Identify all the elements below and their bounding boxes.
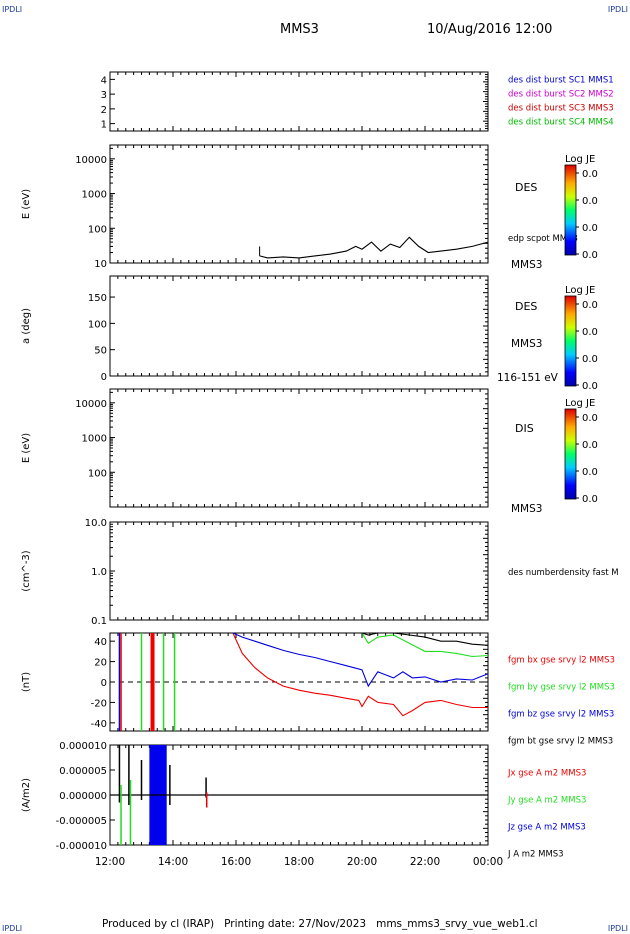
xaxis-tick-label: 16:00 xyxy=(221,856,251,868)
panel-des-pitch-ytick-label: 150 xyxy=(88,293,107,304)
panel-fgm-ytick-label: 0 xyxy=(101,678,107,689)
panel-des-energy-frame xyxy=(109,144,489,264)
panel-density-frame xyxy=(109,521,489,621)
panel-current-ylabel: (A/m2) xyxy=(21,778,32,812)
panel-current-ytick-label: 0.000005 xyxy=(59,766,107,777)
xaxis-tick-label: 18:00 xyxy=(284,856,314,868)
panel-des-pitch-colorbar-title: Log JE xyxy=(565,285,595,296)
xaxis-tick-label: 00:00 xyxy=(473,856,503,868)
panel-dis-energy-colorbar-tick-label: 0.0 xyxy=(582,413,598,424)
panel-dis-energy-ytick-label: 1000 xyxy=(82,434,107,445)
panel-burst-ytick-label: 2 xyxy=(101,105,107,116)
panel-des-energy-label-main: DES xyxy=(515,181,537,194)
panel-burst-frame xyxy=(109,71,489,132)
panel-burst-legend-entry: des dist burst SC4 MMS4 xyxy=(508,117,614,127)
panel-dis-energy-label-sub: MMS3 xyxy=(511,503,542,515)
panel-density-ytick-label: 1.0 xyxy=(91,567,107,578)
panel-des-energy-ylabel: E (eV) xyxy=(21,189,32,219)
panel-burst-ytick-label: 1 xyxy=(101,120,107,131)
panel-burst-legend-entry: des dist burst SC1 MMS1 xyxy=(508,75,614,85)
panel-des-pitch-label-bottom: 116-151 eV xyxy=(497,372,559,384)
panel-fgm-series xyxy=(330,632,489,646)
panel-dis-energy-colorbar-tick-label: 0.0 xyxy=(582,494,598,505)
panel-dis-energy-label-main: DIS xyxy=(515,422,534,435)
panel-burst-legend-entry: des dist burst SC3 MMS3 xyxy=(508,103,614,113)
panel-des-pitch-colorbar xyxy=(564,295,577,387)
panel-fgm-legend-entry: fgm bz gse srvy l2 MMS3 xyxy=(508,710,614,720)
panel-dis-energy-colorbar-title: Log JE xyxy=(565,398,595,409)
plot-datetime: 10/Aug/2016 12:00 xyxy=(427,22,553,37)
panel-des-energy-label-sub: MMS3 xyxy=(511,259,542,271)
panel-fgm-ytick-label: -40 xyxy=(91,719,107,730)
panel-current-ytick-label: -0.000010 xyxy=(56,841,107,852)
panel-des-energy-ytick-label: 10 xyxy=(94,259,107,270)
panel-des-energy-ytick-label: 100 xyxy=(88,224,107,235)
panel-current-ytick-label: 0.000000 xyxy=(59,791,107,802)
panel-des-pitch-ytick-label: 50 xyxy=(94,346,107,357)
panel-des-energy-colorbar-tick-label: 0.0 xyxy=(582,196,598,207)
panel-des-pitch-ytick-label: 0 xyxy=(101,372,107,383)
panel-density-ytick-label: 0.1 xyxy=(91,616,107,627)
panel-des-pitch-colorbar-tick-label: 0.0 xyxy=(582,381,598,392)
panel-des-pitch-label-main: DES xyxy=(515,300,537,313)
panel-des-pitch-colorbar-tick-label: 0.0 xyxy=(582,327,598,338)
corner-tl: IPDLI xyxy=(2,5,23,14)
panel-dis-energy-ytick-label: 10000 xyxy=(75,399,107,410)
panel-des-pitch-ylabel: a (deg) xyxy=(21,308,32,344)
panel-des-energy-colorbar xyxy=(564,164,577,256)
panel-current-legend-entry: Jx gse A m2 MMS3 xyxy=(507,769,586,779)
panel-fgm-series xyxy=(232,632,488,717)
panel-current-legend-entry: Jz gse A m2 MMS3 xyxy=(507,823,586,833)
panel-fgm-ytick-label: 20 xyxy=(94,658,107,669)
panel-fgm-ytick-label: 40 xyxy=(94,637,107,648)
panel-des-energy-colorbar-title: Log JE xyxy=(565,154,595,165)
panel-fgm-series xyxy=(330,632,489,658)
panel-density-legend-entry: des numberdensity fast M xyxy=(508,568,619,578)
panel-dis-energy-colorbar xyxy=(564,408,577,500)
panel-dis-energy-colorbar-tick-label: 0.0 xyxy=(582,467,598,478)
corner-bl: IPDLI xyxy=(2,924,23,933)
panel-fgm-legend-entry: fgm bt gse srvy l2 MMS3 xyxy=(508,737,613,747)
panel-current-legend-entry: J A m2 MMS3 xyxy=(507,850,564,860)
panel-dis-energy-colorbar-tick-label: 0.0 xyxy=(582,440,598,451)
panel-density-ylabel: (cm^-3) xyxy=(21,550,32,591)
panel-fgm-legend-entry: fgm by gse srvy l2 MMS3 xyxy=(508,683,615,693)
panel-fgm-ytick-label: -20 xyxy=(91,698,107,709)
xaxis-tick-label: 20:00 xyxy=(347,856,377,868)
panel-des-pitch-ytick-label: 100 xyxy=(88,319,107,330)
xaxis-tick-label: 22:00 xyxy=(410,856,440,868)
panel-dis-energy-frame xyxy=(109,388,489,508)
panel-current-legend-entry: Jy gse A m2 MMS3 xyxy=(507,796,586,806)
panel-burst-legend-entry: des dist burst SC2 MMS2 xyxy=(508,89,614,99)
panel-current-ytick-label: 0.000010 xyxy=(59,741,107,752)
panel-des-energy-overlay-label: edp scpot MMS3 xyxy=(508,234,578,244)
panel-des-energy-colorbar-tick-label: 0.0 xyxy=(582,250,598,261)
panel-density-ytick-label: 10.0 xyxy=(85,518,107,529)
panel-des-energy-overlay-series xyxy=(259,236,489,259)
footer-text: Produced by cl (IRAP) Printing date: 27/… xyxy=(102,918,538,930)
panel-des-energy-colorbar-tick-label: 0.0 xyxy=(582,169,598,180)
panel-fgm-series xyxy=(232,632,489,688)
panel-des-pitch-label-sub: MMS3 xyxy=(511,338,542,350)
panel-dis-energy-ylabel: E (eV) xyxy=(21,433,32,463)
corner-tr: IPDLI xyxy=(607,5,628,14)
panel-burst-ytick-label: 3 xyxy=(101,90,107,101)
panel-fgm-ylabel: (nT) xyxy=(21,672,32,692)
corner-br: IPDLI xyxy=(607,924,628,933)
plot-title: MMS3 xyxy=(280,22,319,37)
xaxis-tick-label: 14:00 xyxy=(158,856,188,868)
panel-burst-ytick-label: 4 xyxy=(101,75,107,86)
panel-des-pitch-colorbar-tick-label: 0.0 xyxy=(582,300,598,311)
panel-des-pitch-frame xyxy=(109,275,489,377)
panel-current-ytick-label: -0.000005 xyxy=(56,816,107,827)
panel-dis-energy-ytick-label: 100 xyxy=(88,468,107,479)
panel-des-pitch-colorbar-tick-label: 0.0 xyxy=(582,354,598,365)
panel-des-energy-ytick-label: 10000 xyxy=(75,155,107,166)
panel-des-energy-ytick-label: 1000 xyxy=(82,190,107,201)
xaxis-tick-label: 12:00 xyxy=(95,856,125,868)
panel-des-energy-colorbar-tick-label: 0.0 xyxy=(582,223,598,234)
panel-fgm-legend-entry: fgm bx gse srvy l2 MMS3 xyxy=(508,656,615,666)
